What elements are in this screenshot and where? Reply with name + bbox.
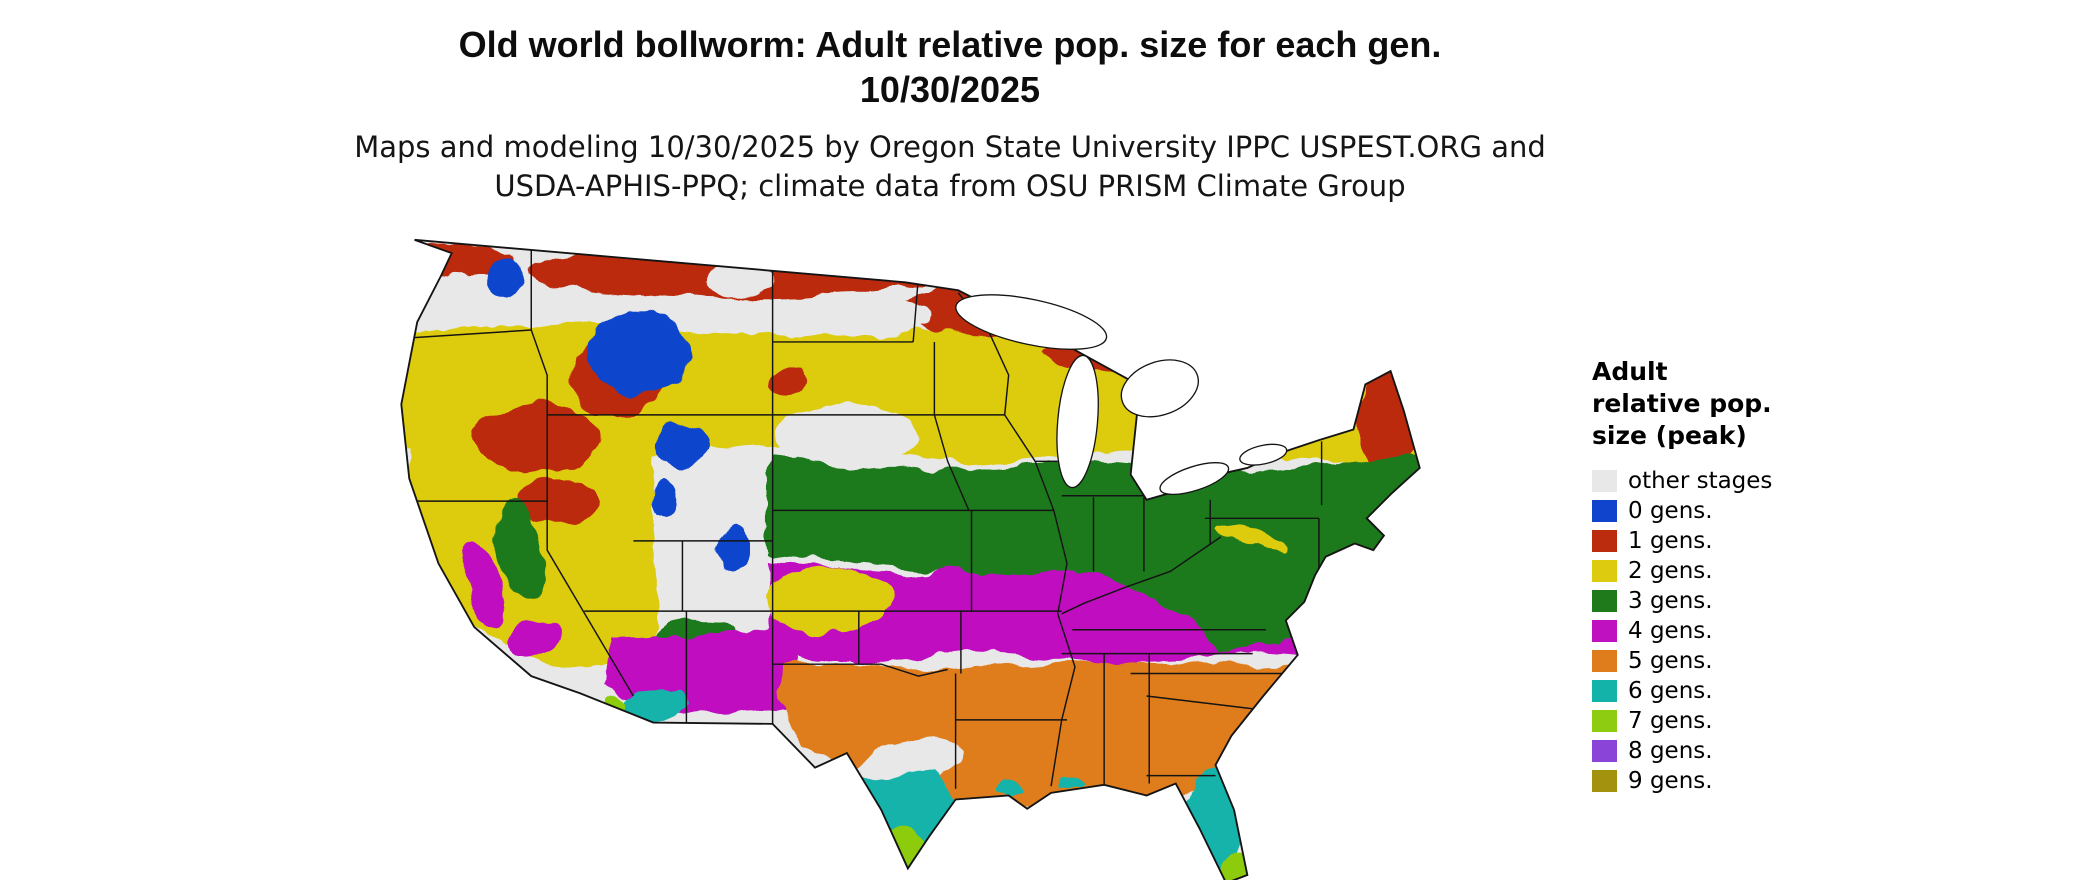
lake-erie [1159,462,1230,496]
zone-other-stages [441,274,473,317]
generation-zones [401,243,1420,880]
legend-title: Adult relative pop. size (peak) [1592,357,1772,450]
legend-item: 8 gens. [1592,738,1872,764]
legend-item: 9 gens. [1592,768,1872,794]
map-attribution: Maps and modeling 10/30/2025 by Oregon S… [0,128,1900,206]
legend-item: 7 gens. [1592,708,1872,734]
map-title: Old world bollworm: Adult relative pop. … [0,22,1900,112]
zone-7-gens [608,694,625,708]
legend-item: 2 gens. [1592,558,1872,584]
legend: Adult relative pop. size (peak) other st… [1592,356,1872,794]
legend-swatch [1592,500,1617,522]
legend-swatch [1592,710,1617,732]
state-borders-plains [772,242,1076,787]
great-lakes [955,294,1288,496]
legend-item: 0 gens. [1592,498,1872,524]
legend-label: 7 gens. [1628,708,1713,734]
zone-1-gen [518,479,598,523]
zone-3-gens [496,500,546,600]
legend-label: 2 gens. [1628,558,1713,584]
lake-michigan [1056,354,1099,489]
zone-0-gens [586,310,688,395]
zone-3-gens [769,454,1420,654]
legend-item: other stages [1592,468,1872,494]
zone-0-gens [655,420,709,468]
legend-label: 9 gens. [1628,768,1713,794]
title-line-1: Old world bollworm: Adult relative pop. … [458,24,1442,65]
legend-swatch [1592,530,1617,552]
legend-item: 5 gens. [1592,648,1872,674]
zone-6-gens [994,780,1024,795]
zone-6-gens [1060,779,1085,791]
legend-label: 0 gens. [1628,498,1713,524]
subtitle-line-2: USDA-APHIS-PPQ; climate data from OSU PR… [494,169,1406,204]
legend-item: 1 gens. [1592,528,1872,554]
zone-1-gen [765,367,806,394]
subtitle-line-1: Maps and modeling 10/30/2025 by Oregon S… [354,130,1546,164]
zone-0-gens [651,482,676,517]
zone-0-gens [715,520,751,575]
us-generations-map [335,215,1555,880]
zone-4-gens [505,618,562,657]
legend-swatch [1592,680,1617,702]
title-line-2: 10/30/2025 [859,69,1041,110]
legend-swatch [1592,650,1617,672]
zone-2-gens [764,568,892,633]
legend-label: 8 gens. [1628,738,1713,764]
zone-2-gens [1212,523,1288,554]
state-borders [405,242,1323,789]
zone-4-gens [462,540,505,629]
legend-items: other stages 0 gens. 1 gens. 2 gens. 3 g… [1592,468,1872,794]
legend-label: 4 gens. [1628,618,1713,644]
legend-swatch [1592,620,1617,642]
zone-other-stages [776,404,923,468]
zone-1-gen [1358,364,1420,471]
legend-swatch [1592,740,1617,762]
us-map-svg [400,238,1421,880]
zone-other-stages [704,262,774,297]
legend-item: 6 gens. [1592,678,1872,704]
legend-swatch [1592,590,1617,612]
legend-label: 3 gens. [1628,588,1713,614]
legend-item: 3 gens. [1592,588,1872,614]
header: Old world bollworm: Adult relative pop. … [0,22,1900,206]
zone-1-gen [472,404,601,474]
legend-label: 6 gens. [1628,678,1713,704]
legend-swatch [1592,770,1617,792]
legend-item: 4 gens. [1592,618,1872,644]
legend-swatch [1592,470,1617,492]
lake-huron [1120,359,1199,418]
legend-label: 5 gens. [1628,648,1713,674]
legend-swatch [1592,560,1617,582]
zone-other-stages [781,291,928,337]
state-borders-east [1035,441,1323,789]
lake-ontario [1239,443,1288,466]
zone-0-gens [487,257,522,297]
state-borders-west [405,242,1067,789]
legend-label: 1 gens. [1628,528,1713,554]
legend-label: other stages [1628,468,1773,494]
lake-superior [955,294,1108,350]
